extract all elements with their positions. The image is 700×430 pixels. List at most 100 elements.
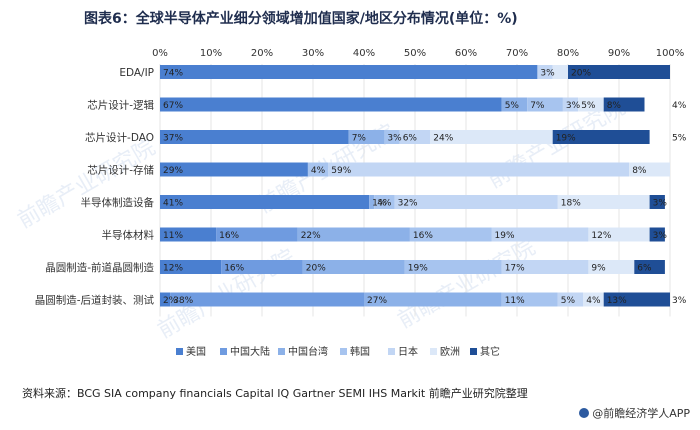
bar-segment xyxy=(409,227,492,242)
category-label: 芯片设计-存储 xyxy=(87,164,154,177)
bar-segment xyxy=(552,130,650,144)
bar-segment xyxy=(649,195,665,209)
data-label: 6% xyxy=(403,134,418,144)
bar-segment xyxy=(578,97,604,112)
bar-segment xyxy=(374,195,395,209)
category-label: 晶圆制造-前道晶圆制造 xyxy=(45,261,154,274)
data-label: 16% xyxy=(224,264,244,274)
data-label: 4% xyxy=(377,199,392,209)
x-tick-label: 100% xyxy=(656,48,685,59)
data-label: 6% xyxy=(637,264,652,274)
bar-segment xyxy=(160,97,502,112)
bar-segment xyxy=(527,97,563,112)
legend-swatch xyxy=(430,348,437,355)
bar-segment xyxy=(302,260,405,274)
data-label: 12% xyxy=(163,264,183,274)
x-axis-tick-labels: 0% 10% 20% 30% 40% 50% 60% 70% 80% 90% 100% xyxy=(152,48,684,59)
data-label: 5% xyxy=(561,296,576,306)
legend-label: 欧洲 xyxy=(440,346,460,358)
data-label: 11% xyxy=(163,231,183,241)
data-label: 41% xyxy=(163,199,183,209)
data-label: 19% xyxy=(495,231,515,241)
data-label: 29% xyxy=(163,166,183,176)
data-label: 3% xyxy=(387,134,402,144)
bar-segment xyxy=(364,292,502,307)
x-tick-label: 50% xyxy=(404,48,426,59)
bar-segment xyxy=(634,260,665,274)
data-label: 59% xyxy=(331,166,351,176)
bar-segment xyxy=(537,65,553,79)
bar-segment xyxy=(588,260,635,274)
bar-segment xyxy=(221,260,303,274)
bar-segment xyxy=(430,130,553,144)
data-label: 74% xyxy=(163,69,183,79)
data-labels: 74% 3% 20%67% 5% 7% 3% 5% 8% 4%37% 7% 3% 6% 24% 19% 5%… xyxy=(163,69,687,307)
data-label: 4% xyxy=(672,101,687,111)
bar-segment xyxy=(399,130,431,144)
bar-segment xyxy=(491,227,589,242)
data-label: 1% xyxy=(372,199,387,209)
bar-segment xyxy=(603,97,645,112)
data-label: 8% xyxy=(632,166,647,176)
bar-segment xyxy=(297,227,410,242)
bar-segment xyxy=(348,130,385,144)
brand-credit: @前瞻经济学人APP xyxy=(579,405,690,421)
legend-label: 韩国 xyxy=(350,345,370,358)
bar-segment xyxy=(649,227,665,242)
data-label: 5% xyxy=(581,101,596,111)
category-label: 半导体材料 xyxy=(102,229,155,242)
data-label: 9% xyxy=(591,264,606,274)
data-label: 22% xyxy=(301,231,321,241)
x-tick-label: 70% xyxy=(506,48,528,59)
legend-label: 中国大陆 xyxy=(230,345,270,358)
category-label: 芯片设计-DAO xyxy=(85,131,154,144)
chart-title: 图表6：全球半导体产业细分领域增加值国家/地区分布情况(单位：%) xyxy=(84,11,518,27)
data-label: 16% xyxy=(413,231,433,241)
data-label: 17% xyxy=(505,264,525,274)
data-label: 13% xyxy=(607,296,627,306)
legend: 美国 中国大陆 中国台湾 韩国 日本 欧洲 其它 xyxy=(176,345,500,358)
bar-segment xyxy=(568,65,670,79)
category-label: 芯片设计-逻辑 xyxy=(87,99,154,112)
data-label: 19% xyxy=(408,264,428,274)
bar-segment xyxy=(369,195,375,209)
x-tick-label: 40% xyxy=(353,48,375,59)
bar-segment xyxy=(160,227,217,242)
bar-segment xyxy=(160,260,222,274)
legend-swatch xyxy=(470,348,477,355)
legend-label: 其它 xyxy=(480,345,500,358)
brand-text: @前瞻经济学人APP xyxy=(592,407,690,420)
watermark-text: 前瞻产业研究院 xyxy=(394,235,540,334)
bar-segment xyxy=(328,162,630,177)
data-label: 4% xyxy=(586,296,601,306)
x-tick-label: 80% xyxy=(557,48,579,59)
data-label: 19% xyxy=(556,134,576,144)
bar-segment xyxy=(501,292,558,307)
bar-segment xyxy=(160,65,538,79)
data-label: 20% xyxy=(306,264,326,274)
bar-segment xyxy=(501,97,528,112)
legend-swatch xyxy=(220,348,227,355)
legend-label: 美国 xyxy=(186,345,206,358)
bar-segment xyxy=(170,292,364,307)
bar-segment xyxy=(557,195,650,209)
data-label: 18% xyxy=(561,199,581,209)
x-tick-label: 20% xyxy=(251,48,273,59)
bar-segment xyxy=(557,292,584,307)
data-label: 24% xyxy=(433,134,453,144)
data-label: 2% xyxy=(163,296,178,306)
bar-segment xyxy=(552,65,568,79)
brand-logo-icon xyxy=(579,408,590,418)
source-note: 资料来源：BCG SIA company financials Capital … xyxy=(22,387,528,400)
bar-segment xyxy=(160,130,349,144)
category-label: 晶圆制造-后道封装、测试 xyxy=(35,294,155,307)
data-label: 7% xyxy=(530,101,545,111)
data-label: 38% xyxy=(173,296,193,306)
bar-segment xyxy=(583,292,604,307)
bar-segment xyxy=(603,292,670,307)
bar-segment xyxy=(562,97,579,112)
data-label: 67% xyxy=(163,101,183,111)
bar-segment xyxy=(160,195,370,209)
